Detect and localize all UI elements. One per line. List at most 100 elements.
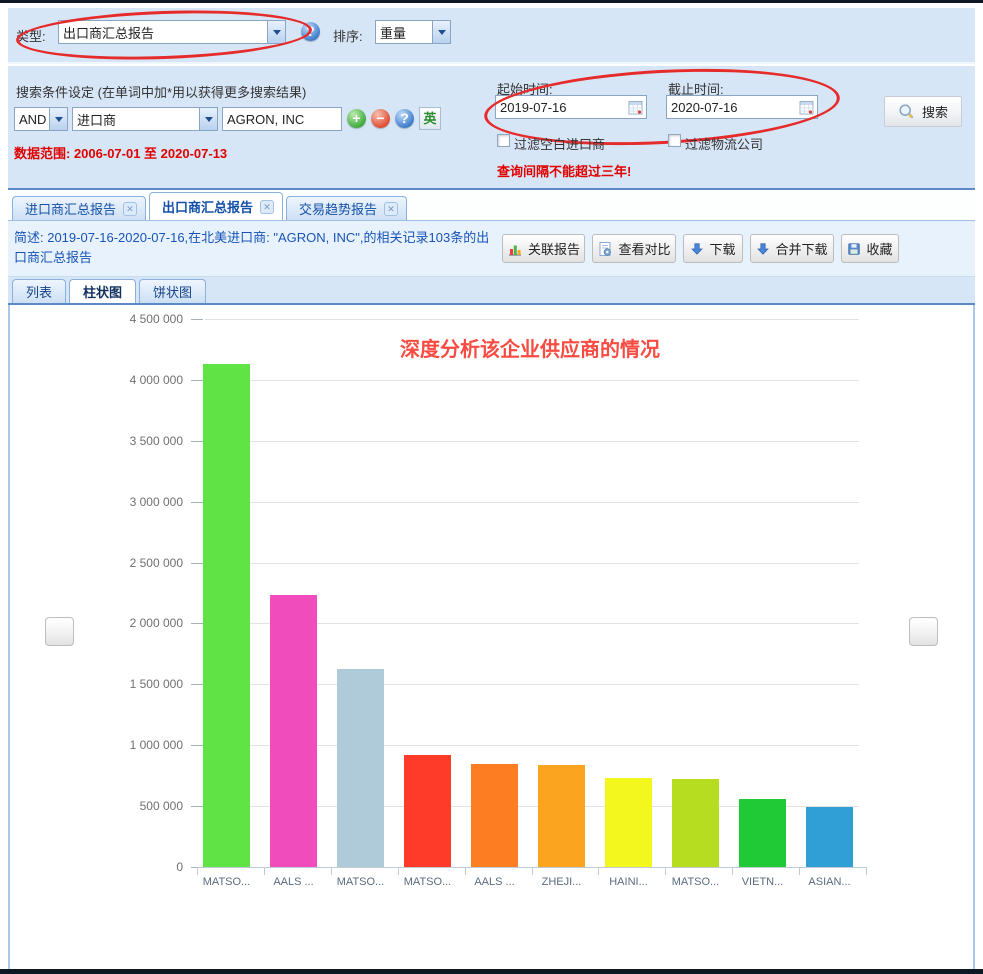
search-field-value: 进口商 [77, 112, 117, 128]
document-gear-icon [597, 241, 613, 257]
summary-text: 简述: 2019-07-16-2020-07-16,在北美进口商: "AGRON… [14, 230, 490, 266]
sort-value: 重量 [380, 25, 407, 41]
window-top-border [0, 0, 983, 3]
x-axis-tick [866, 867, 867, 875]
end-time-input[interactable]: 2020-07-16 [666, 95, 818, 119]
tab-trade-trend-report[interactable]: 交易趋势报告 ✕ [286, 196, 408, 220]
close-icon[interactable]: ✕ [384, 201, 399, 216]
keyword-input[interactable] [222, 107, 342, 131]
x-axis-tick [330, 867, 332, 875]
chart-page-right-button[interactable] [909, 617, 938, 646]
filter-blank-importer-checkbox[interactable] [497, 134, 510, 147]
y-axis-tick [191, 501, 203, 503]
x-axis-tick [598, 867, 600, 875]
calendar-icon[interactable] [625, 97, 645, 117]
favorite-button[interactable]: 收藏 [841, 234, 899, 263]
x-axis-label: ASIAN... [808, 876, 851, 888]
filter-blank-importer-label: 过滤空白进口商 [514, 137, 606, 152]
sort-label: 排序: [333, 29, 363, 44]
x-axis-label: ZHEJI... [541, 876, 582, 888]
tab-importer-summary-report[interactable]: 进口商汇总报告 ✕ [12, 196, 147, 220]
search-field-select[interactable]: 进口商 [72, 107, 218, 131]
bar-zheji[interactable] [538, 764, 585, 867]
y-axis-label: 1 000 000 [129, 738, 183, 753]
bar-matso[interactable] [203, 364, 250, 867]
close-icon[interactable]: ✕ [123, 201, 138, 216]
tab-exporter-summary-report[interactable]: 出口商汇总报告 ✕ [149, 192, 284, 220]
tab-label: 列表 [26, 285, 53, 300]
gridline [205, 745, 859, 747]
gridline [205, 379, 859, 381]
merge-download-button[interactable]: 合并下载 [750, 234, 834, 263]
remove-condition-icon[interactable]: − [371, 109, 390, 128]
add-condition-icon[interactable]: + [347, 109, 366, 128]
end-time-value: 2020-07-16 [671, 99, 738, 115]
chevron-down-icon[interactable] [199, 108, 217, 130]
tab-bar-chart-view[interactable]: 柱状图 [69, 279, 137, 303]
x-axis-tick [732, 867, 734, 875]
start-time-input[interactable]: 2019-07-16 [495, 95, 647, 119]
calendar-icon[interactable] [796, 97, 816, 117]
tab-label: 出口商汇总报告 [162, 200, 254, 215]
y-axis-tick [191, 684, 203, 686]
button-label: 收藏 [866, 242, 893, 257]
chevron-down-icon[interactable] [49, 108, 67, 130]
gridline [205, 319, 859, 320]
gridline [205, 623, 859, 625]
bar-vietn[interactable] [739, 798, 786, 867]
filter-logistics-checkbox[interactable] [668, 134, 681, 147]
section-divider [8, 188, 975, 190]
english-toggle-button[interactable]: 英 [419, 107, 441, 130]
x-axis-tick [531, 867, 533, 875]
x-axis-tick [397, 867, 399, 875]
end-time-label: 截止时间: [668, 82, 724, 97]
start-time-label: 起始时间: [497, 82, 553, 97]
tab-list-view[interactable]: 列表 [12, 279, 67, 303]
y-axis-label: 2 500 000 [129, 555, 183, 570]
x-axis-label: MATSO... [403, 876, 452, 888]
bar-haini[interactable] [605, 778, 652, 867]
download-arrow-icon [756, 242, 770, 256]
bar-chart-icon [507, 241, 523, 257]
bar-aals[interactable] [471, 764, 518, 867]
close-icon[interactable]: ✕ [260, 199, 275, 214]
bar-matso[interactable] [404, 754, 451, 867]
tab-pie-chart-view[interactable]: 饼状图 [139, 279, 207, 303]
search-help-icon[interactable]: ? [395, 109, 414, 128]
search-button[interactable]: 搜索 [884, 96, 962, 127]
chart-panel: 深度分析该企业供应商的情况 0 500 000 1 000 000 1 500 000… [8, 305, 975, 969]
boolean-operator-value: AND [19, 111, 47, 127]
gridline [205, 440, 859, 442]
tab-label: 饼状图 [153, 285, 193, 300]
y-axis-label: 1 500 000 [129, 677, 183, 692]
report-tab-strip: 进口商汇总报告 ✕ 出口商汇总报告 ✕ 交易趋势报告 ✕ [8, 192, 975, 220]
bar-asian[interactable] [806, 807, 853, 867]
boolean-operator-select[interactable]: AND [14, 107, 68, 131]
report-type-select[interactable]: 出口商汇总报告 [58, 20, 286, 44]
x-axis-tick [464, 867, 466, 875]
type-label: 类型: [16, 29, 46, 44]
chevron-down-icon[interactable] [432, 21, 450, 43]
download-arrow-icon [690, 242, 704, 256]
y-axis-tick [191, 319, 203, 320]
chart-page-left-button[interactable] [45, 617, 74, 646]
gridline [205, 806, 859, 808]
sort-select[interactable]: 重量 [375, 20, 451, 44]
bar-aals[interactable] [270, 595, 317, 867]
tab-label: 柱状图 [83, 285, 123, 300]
chevron-down-icon[interactable] [267, 21, 285, 43]
data-range-text: 数据范围: 2006-07-01 至 2020-07-13 [14, 146, 228, 161]
y-axis-tick [191, 806, 203, 808]
chart-annotation: 深度分析该企业供应商的情况 [400, 339, 660, 361]
view-comparison-button[interactable]: 查看对比 [592, 234, 676, 263]
related-reports-button[interactable]: 关联报告 [502, 234, 585, 263]
y-axis-tick [191, 562, 203, 564]
x-axis-label: AALS ... [273, 876, 314, 888]
button-label: 关联报告 [527, 242, 580, 257]
bar-matso[interactable] [337, 668, 384, 867]
query-interval-warning: 查询间隔不能超过三年! [497, 164, 632, 179]
bar-matso[interactable] [672, 778, 719, 867]
download-button[interactable]: 下载 [683, 234, 743, 263]
type-help-icon[interactable]: ? [301, 22, 320, 41]
